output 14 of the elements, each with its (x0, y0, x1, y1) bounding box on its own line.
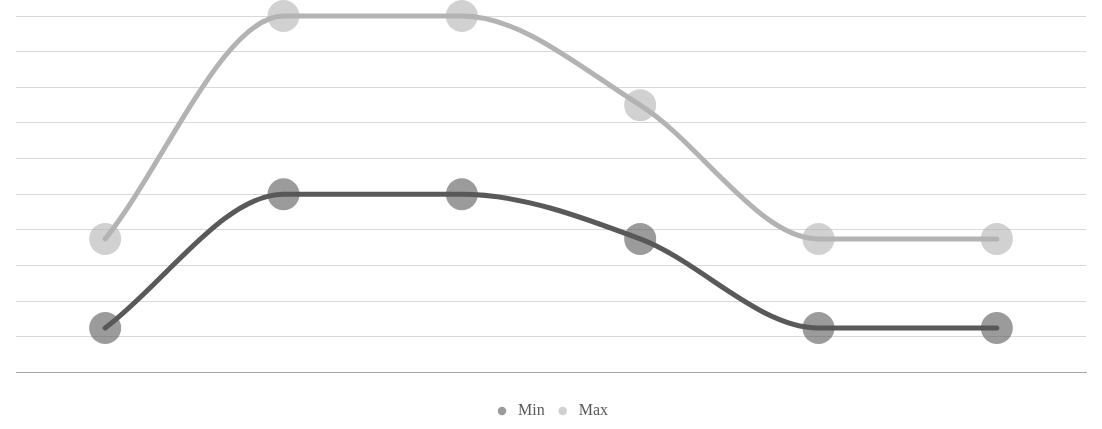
point (445, 0, 478, 32)
point (802, 222, 835, 255)
legend-label: Max (578, 401, 608, 419)
legend-label: Min (518, 401, 545, 419)
point (89, 222, 122, 255)
point (980, 222, 1013, 255)
point (89, 312, 122, 345)
point (267, 178, 300, 211)
point (624, 89, 657, 122)
point (445, 178, 478, 211)
point (267, 0, 300, 32)
point (624, 222, 657, 255)
point (802, 312, 835, 345)
point (980, 312, 1013, 345)
